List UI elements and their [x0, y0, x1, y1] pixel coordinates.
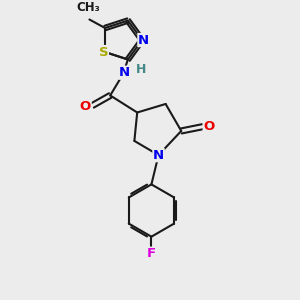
- Text: N: N: [138, 34, 149, 46]
- Text: CH₃: CH₃: [76, 2, 100, 14]
- Text: O: O: [80, 100, 91, 113]
- Text: H: H: [136, 63, 146, 76]
- Text: N: N: [153, 148, 164, 162]
- Text: F: F: [147, 247, 156, 260]
- Text: S: S: [99, 46, 108, 59]
- Text: N: N: [119, 66, 130, 79]
- Text: O: O: [203, 120, 214, 133]
